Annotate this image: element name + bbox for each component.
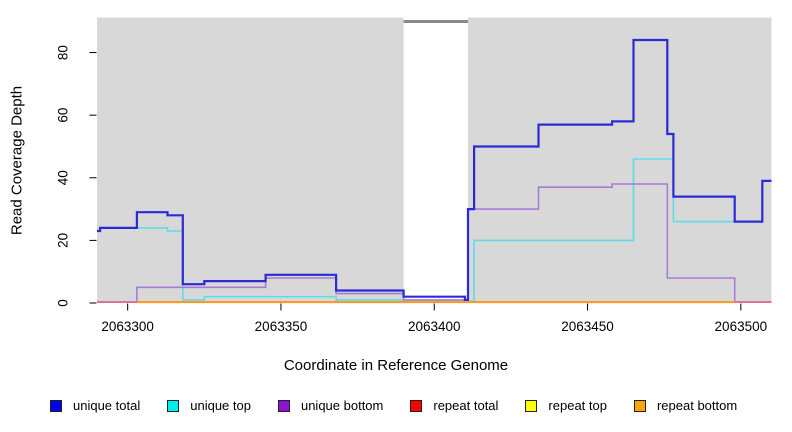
legend-item-unique-bottom: unique bottom (277, 398, 384, 413)
legend-swatch-repeat-bottom (633, 399, 646, 412)
legend-swatch-unique-bottom (277, 399, 290, 412)
legend-item-repeat-bottom: repeat bottom (633, 398, 738, 413)
y-axis-title: Read Coverage Depth (8, 85, 26, 236)
x-tick-label: 2063350 (255, 319, 308, 334)
legend-item-unique-total: unique total (50, 398, 140, 413)
legend-label: unique bottom (300, 398, 384, 413)
y-tick-label: 0 (56, 299, 71, 307)
masked-region-cap (403, 20, 468, 23)
series-line-unique-total (97, 38, 772, 301)
legend-item-unique-top: unique top (167, 398, 251, 413)
chart-legend: unique total unique top unique bottom repea… (50, 398, 790, 413)
legend-label: repeat bottom (656, 398, 738, 413)
legend-swatch-repeat-top (525, 399, 538, 412)
legend-item-repeat-top: repeat top (525, 398, 607, 413)
legend-item-repeat-total: repeat total (410, 398, 498, 413)
y-tick-label: 60 (56, 108, 71, 123)
legend-swatch-unique-top (167, 399, 180, 412)
x-tick-label: 2063450 (561, 319, 614, 334)
legend-label: unique top (190, 398, 251, 413)
masked-region-band (403, 17, 468, 303)
x-axis-title: Coordinate in Reference Genome (283, 357, 509, 374)
legend-swatch-repeat-total (410, 399, 423, 412)
y-tick-label: 40 (56, 170, 71, 185)
x-tick-label: 2063500 (715, 319, 768, 334)
legend-label: repeat total (433, 398, 499, 413)
x-tick-label: 2063300 (101, 319, 154, 334)
coverage-plot: 2063300 2063350 2063400 2063450 2063500 0 20 40… (56, 17, 772, 334)
legend-label: unique total (73, 398, 141, 413)
y-tick-label: 80 (56, 45, 71, 60)
legend-label: repeat top (548, 398, 607, 413)
y-tick-label: 20 (56, 233, 71, 248)
x-tick-label: 2063400 (408, 319, 461, 334)
legend-swatch-unique-total (50, 399, 62, 412)
